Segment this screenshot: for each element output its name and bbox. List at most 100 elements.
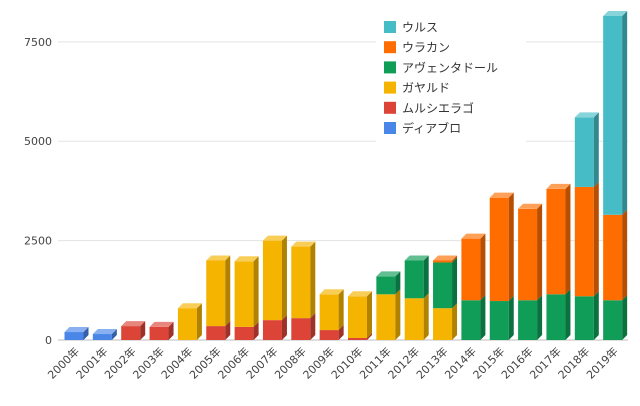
bar-front (433, 260, 453, 263)
bar-top (121, 321, 146, 327)
bar-side (508, 192, 514, 302)
legend-item: ウルス (384, 21, 438, 35)
bar-front (348, 338, 367, 340)
bar-top (348, 291, 372, 297)
bar-side (452, 303, 458, 340)
legend-swatch (384, 122, 396, 134)
legend-item: ガヤルド (384, 81, 450, 95)
legend-swatch (384, 41, 396, 54)
bar-side (225, 255, 231, 327)
bar-side (565, 289, 571, 340)
bar-top (149, 321, 174, 327)
bar-segment (206, 255, 231, 327)
bar-side (423, 293, 429, 340)
y-tick-label: 0 (45, 334, 52, 347)
bar-front (546, 188, 566, 295)
bar-front (433, 308, 453, 340)
bar-front (489, 197, 509, 302)
bar-segment (234, 321, 259, 340)
bar-segment (461, 295, 486, 340)
bar-segment (404, 293, 429, 340)
bar-top (603, 10, 628, 16)
bar-side (537, 203, 543, 301)
bar-segment (262, 235, 287, 321)
bar-front (603, 300, 623, 340)
bar-side (395, 271, 401, 295)
bar-front (489, 301, 509, 340)
legend-label: ディアブロ (402, 121, 461, 136)
bar-side (593, 291, 599, 340)
bar-top (433, 255, 458, 261)
bar-side (281, 315, 287, 340)
legend-swatch (384, 61, 396, 74)
bar-segment (433, 255, 458, 263)
bar-segment (489, 296, 514, 340)
bar-segment (376, 289, 401, 340)
bar-side (140, 321, 146, 340)
bar-segment (92, 329, 117, 340)
bar-front (518, 208, 538, 301)
bar-segment (603, 10, 628, 215)
bar-side (83, 327, 89, 340)
bar-side (367, 333, 372, 340)
bar-front (404, 298, 424, 340)
bar-side (253, 321, 259, 340)
bar-segment (376, 271, 401, 295)
bar-side (480, 295, 486, 340)
bar-segment (319, 325, 344, 340)
bar-segment (291, 241, 316, 319)
bar-front (518, 300, 538, 340)
bar-front (574, 186, 594, 297)
legend-item: ディアブロ (384, 121, 461, 136)
legend-swatch (384, 81, 396, 94)
bar-front (461, 300, 481, 340)
bar-top (206, 255, 231, 261)
bar-segment (546, 289, 571, 340)
bar-segment (603, 209, 628, 301)
bar-top (546, 183, 571, 189)
bar-front (64, 332, 84, 340)
bar-front (121, 326, 141, 340)
bar-segment (177, 303, 202, 340)
bar-side (622, 209, 628, 301)
bar-side (508, 296, 514, 340)
legend-label: ガヤルド (402, 81, 450, 95)
bar-front (319, 294, 339, 331)
bar-top (404, 255, 429, 261)
bar-front (603, 214, 623, 301)
bar-segment (489, 192, 514, 302)
bar-segment (574, 181, 599, 297)
bar-side (565, 183, 571, 295)
bar-front (234, 326, 254, 340)
bar-side (338, 289, 344, 331)
bar-side (395, 289, 401, 340)
bar-front (376, 294, 396, 340)
bar-top (262, 235, 287, 241)
bar-side (196, 303, 202, 340)
bar-side (338, 325, 344, 340)
bar-segment (574, 291, 599, 340)
bar-segment (262, 315, 287, 340)
bar-segment (518, 295, 543, 340)
bar-segment (149, 321, 174, 340)
bar-side (225, 321, 231, 340)
legend-swatch (384, 21, 396, 33)
bar-front (348, 296, 367, 339)
bar-front (461, 238, 481, 301)
bar-side (480, 233, 486, 301)
legend-swatch (384, 101, 396, 114)
bar-top (461, 233, 486, 239)
bar-front (291, 246, 311, 319)
bar-segment (64, 327, 89, 340)
bar-front (319, 330, 339, 340)
bar-side (452, 255, 458, 263)
bar-front (234, 261, 254, 327)
bar-side (168, 321, 174, 340)
bar-top (234, 256, 259, 262)
bar-front (149, 326, 169, 340)
bar-segment (319, 289, 344, 331)
bar-top (92, 329, 117, 335)
